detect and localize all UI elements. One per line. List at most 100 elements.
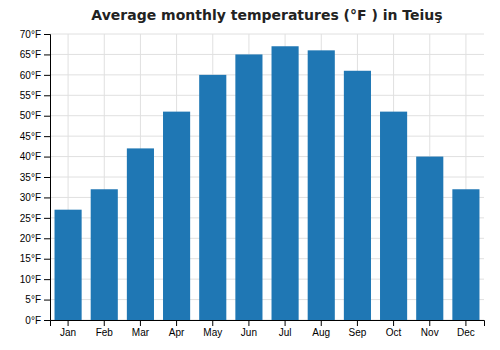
tick: 45°F [20, 131, 50, 142]
tick-mark [44, 136, 50, 137]
tick-label: Dec [457, 327, 475, 338]
tick-mark [321, 320, 322, 326]
tick-mark [248, 320, 249, 326]
tick-mark [44, 95, 50, 96]
tick-mark [44, 238, 50, 239]
tick-mark [285, 320, 286, 326]
grid [50, 34, 484, 320]
tick-label: 35°F [20, 172, 41, 183]
tick-mark [393, 320, 394, 326]
tick: Apr [169, 320, 185, 338]
tick-mark [44, 197, 50, 198]
plot: JanFebMarAprMayJunJulAugSepOctNovDec0°F5… [20, 29, 485, 338]
bar [127, 148, 154, 320]
bar [272, 46, 299, 320]
tick-mark [140, 320, 141, 326]
tick: Feb [96, 320, 114, 338]
tick: Oct [386, 320, 402, 338]
tick-label: 60°F [20, 70, 41, 81]
bar [452, 189, 479, 320]
tick-label: Jan [60, 327, 76, 338]
tick-label: Oct [386, 327, 402, 338]
tick-label: Feb [96, 327, 114, 338]
tick-mark [44, 218, 50, 219]
tick: 60°F [20, 70, 50, 81]
tick: 40°F [20, 151, 50, 162]
tick-label: Jun [241, 327, 257, 338]
tick-mark [212, 320, 213, 326]
tick-label: 5°F [25, 294, 41, 305]
tick-mark [44, 34, 50, 35]
tick-mark [44, 157, 50, 158]
tick-mark [44, 75, 50, 76]
bar [380, 112, 407, 320]
tick-mark [176, 320, 177, 326]
grid-line [50, 95, 484, 96]
tick: 20°F [20, 233, 50, 244]
tick-label: 25°F [20, 213, 41, 224]
tick: Jan [60, 320, 76, 338]
tick-label: Sep [349, 327, 367, 338]
axis-line [44, 35, 51, 321]
tick-label: 45°F [20, 131, 41, 142]
tick-mark [68, 320, 69, 326]
bar [163, 112, 190, 320]
y-axis: 0°F 5°F 10°F 15°F 20°F 25°F 30°F 35°F 40°F 45°F 50… [20, 29, 51, 326]
tick-label: 65°F [20, 49, 41, 60]
tick-label: 70°F [20, 29, 41, 40]
tick-mark [44, 279, 50, 280]
tick: Jun [241, 320, 257, 338]
x-axis: JanFebMarAprMayJunJulAugSepOctNovDec [51, 320, 485, 338]
bar [199, 75, 226, 320]
bar [416, 157, 443, 320]
tick-label: 20°F [20, 233, 41, 244]
grid-line [50, 74, 484, 75]
tick: 10°F [20, 274, 50, 285]
tick: 65°F [20, 49, 50, 60]
tick: Sep [349, 320, 367, 338]
tick: 35°F [20, 172, 50, 183]
tick-label: Aug [312, 327, 330, 338]
tick-mark [44, 54, 50, 55]
tick-mark [44, 177, 50, 178]
tick: 5°F [25, 294, 50, 305]
bar [235, 54, 262, 320]
grid-line [50, 34, 484, 35]
tick-label: 0°F [25, 315, 41, 326]
tick-mark [429, 320, 430, 326]
bar [55, 210, 82, 320]
bar [344, 71, 371, 320]
tick: 55°F [20, 90, 50, 101]
grid-line [50, 136, 484, 137]
tick-label: May [203, 327, 222, 338]
tick-mark [357, 320, 358, 326]
grid-line [50, 115, 484, 116]
tick: Jul [279, 320, 292, 338]
tick-mark [465, 320, 466, 326]
tick: Dec [457, 320, 475, 338]
tick-mark [44, 259, 50, 260]
tick: 0°F [25, 315, 50, 326]
tick-label: 10°F [20, 274, 41, 285]
tick-label: Apr [169, 327, 185, 338]
tick-label: 40°F [20, 151, 41, 162]
tick: 15°F [20, 253, 50, 264]
tick-label: 15°F [20, 253, 41, 264]
chart: JanFebMarAprMayJunJulAugSepOctNovDec0°F5… [0, 0, 500, 350]
tick-mark [44, 300, 50, 301]
bars [55, 46, 480, 320]
axis-line [51, 321, 485, 327]
tick: Mar [132, 320, 150, 338]
tick: 25°F [20, 213, 50, 224]
tick-label: 50°F [20, 110, 41, 121]
bar [91, 189, 118, 320]
tick: 50°F [20, 110, 50, 121]
tick-label: Jul [279, 327, 292, 338]
tick-mark [44, 116, 50, 117]
tick: May [203, 320, 222, 338]
bar [308, 50, 335, 320]
tick: Aug [312, 320, 330, 338]
tick: 70°F [20, 29, 50, 40]
grid-line [50, 54, 484, 55]
tick-label: 30°F [20, 192, 41, 203]
